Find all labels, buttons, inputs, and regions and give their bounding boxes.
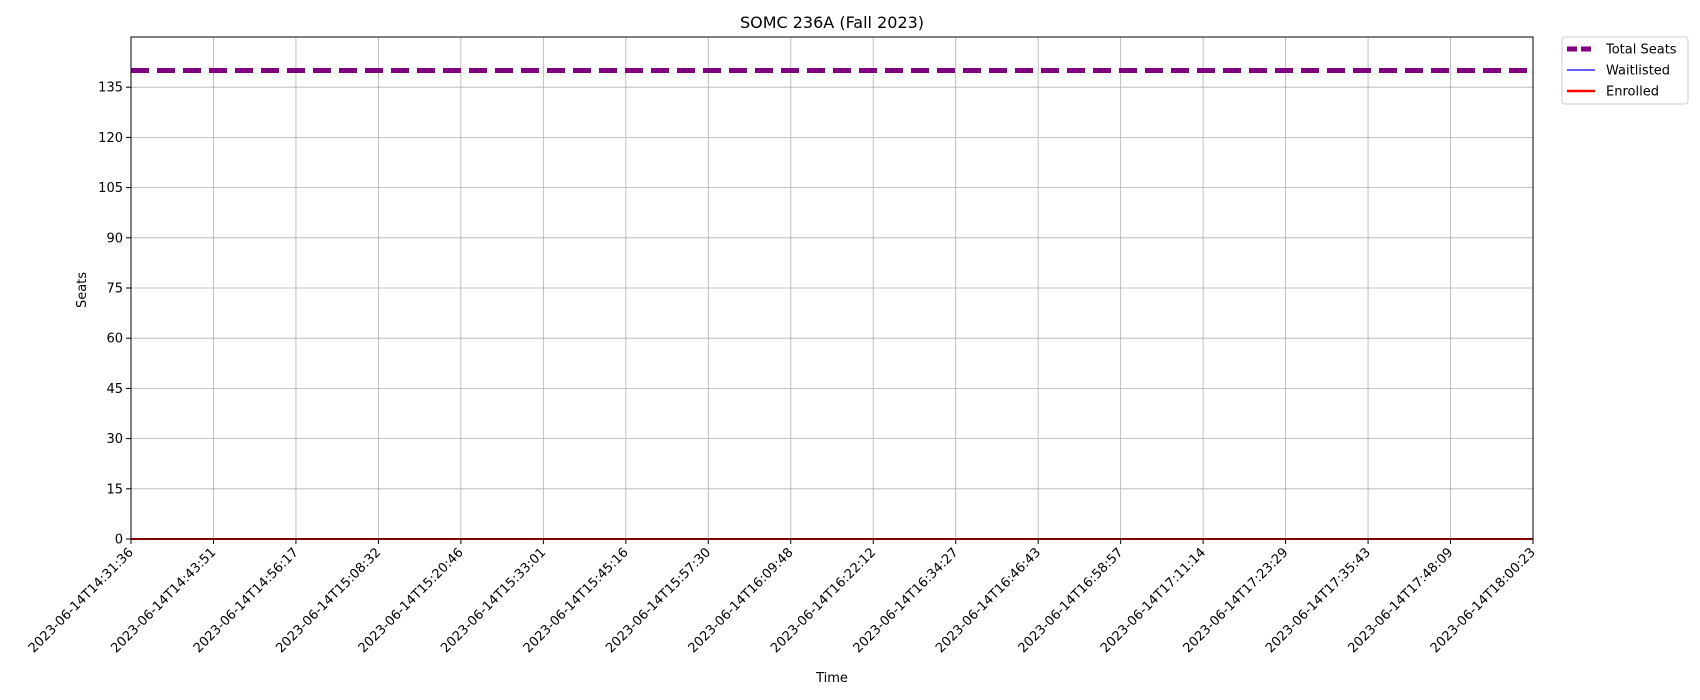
- y-tick-label: 135: [98, 81, 123, 96]
- x-axis-title: Time: [815, 671, 848, 686]
- y-tick-label: 75: [106, 282, 123, 297]
- legend-frame: [1561, 36, 1689, 105]
- y-tick-label: 0: [115, 533, 123, 548]
- legend: Total Seats Waitlisted Enrolled: [1561, 36, 1689, 105]
- x-axis: 2023-06-14T14:31:362023-06-14T14:43:5120…: [26, 539, 1539, 656]
- series-layer: [131, 68, 1533, 540]
- grid: [130, 37, 1534, 540]
- legend-label-waitlisted: Waitlisted: [1606, 64, 1670, 79]
- y-tick-label: 120: [98, 131, 123, 146]
- y-tick-label: 90: [106, 231, 123, 246]
- y-tick-label: 15: [106, 482, 123, 497]
- y-tick-label: 105: [98, 181, 123, 196]
- legend-label-total-seats: Total Seats: [1605, 43, 1677, 58]
- y-tick-label: 60: [106, 332, 123, 347]
- y-tick-label: 45: [106, 382, 123, 397]
- y-axis: 0 15 30 45 60 75 90 105 120 135: [98, 81, 131, 548]
- y-tick-label: 30: [106, 432, 123, 447]
- legend-label-enrolled: Enrolled: [1606, 85, 1659, 100]
- chart-title: SOMC 236A (Fall 2023): [740, 13, 924, 32]
- y-axis-title: Seats: [75, 272, 90, 308]
